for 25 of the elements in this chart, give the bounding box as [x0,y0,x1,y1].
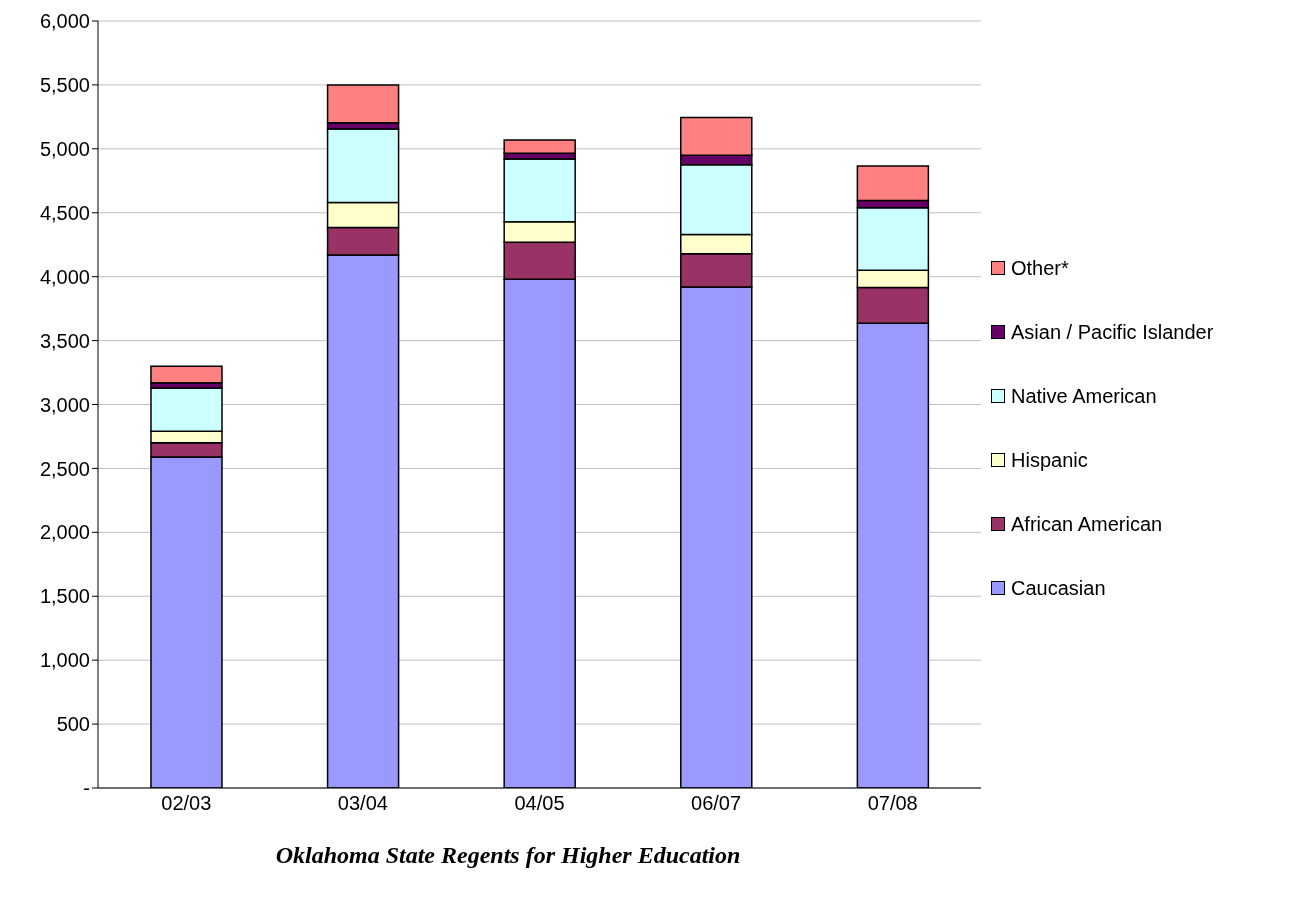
legend-label: Other* [1011,256,1069,280]
y-tick-label: 3,500 [39,329,90,352]
legend-label: Caucasian [1011,576,1106,600]
y-tick-label: 4,000 [39,265,90,288]
y-tick-label: 5,000 [39,137,90,160]
legend-label: Asian / Pacific Islander [1011,320,1214,344]
y-tick-label: 6,000 [39,10,90,33]
x-tick-label: 07/08 [867,792,918,815]
x-axis-title: Oklahoma State Regents for Higher Education [274,842,742,869]
y-tick-label: 2,000 [39,521,90,544]
y-tick-label: 1,000 [39,649,90,672]
x-tick-label: 04/05 [514,792,565,815]
x-tick-label: 03/04 [337,792,388,815]
y-tick-label: 1,500 [39,585,90,608]
legend-label: African American [1011,512,1163,536]
legend-label: Hispanic [1011,448,1088,472]
y-tick-label: 500 [56,713,90,736]
y-tick-label: 5,500 [39,74,90,97]
legend-label: Native American [1011,384,1157,408]
y-tick-label: 3,000 [39,393,90,416]
y-tick-label: - [83,777,90,800]
x-tick-label: 02/03 [161,792,212,815]
y-tick-label: 4,500 [39,201,90,224]
y-tick-label: 2,500 [39,457,90,480]
x-tick-label: 06/07 [691,792,742,815]
